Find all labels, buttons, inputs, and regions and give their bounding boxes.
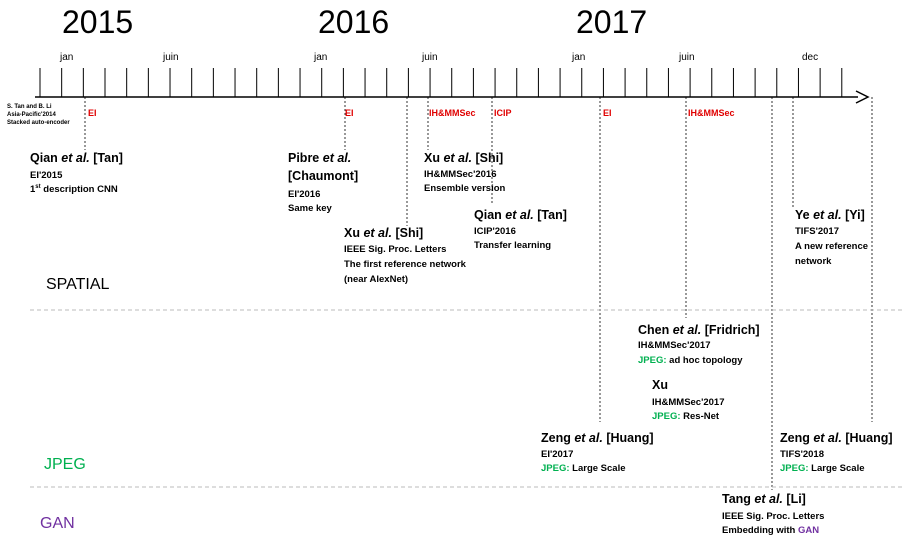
- section-label: SPATIAL: [46, 276, 110, 293]
- entry-detail: The first reference network: [344, 259, 467, 270]
- section-label: JPEG: [44, 456, 86, 473]
- month: juin: [678, 52, 695, 63]
- entry-detail: IH&MMSec'2017: [652, 397, 724, 408]
- month: jan: [59, 52, 73, 63]
- entry-detail: EI'2017: [541, 449, 573, 460]
- year: 2017: [576, 4, 647, 40]
- year: 2016: [318, 4, 389, 40]
- entry-detail: IH&MMSec'2016: [424, 169, 496, 180]
- entry-title: Pibre et al.: [288, 151, 351, 165]
- month: jan: [313, 52, 327, 63]
- note: Asia-Pacific'2014: [7, 112, 56, 118]
- month-ticks: [39, 68, 843, 97]
- conference: EI: [88, 108, 97, 118]
- section-label: GAN: [40, 515, 75, 532]
- entry-title: Xu: [652, 378, 668, 392]
- entry-title: Qian et al. [Tan]: [474, 208, 567, 222]
- entry-detail: EI'2015: [30, 170, 63, 181]
- entry-detail: network: [795, 256, 832, 267]
- note: S. Tan and B. Li: [7, 104, 52, 110]
- entry-title: Zeng et al. [Huang]: [780, 431, 893, 445]
- entry-detail: IEEE Sig. Proc. Letters: [722, 511, 824, 522]
- month: juin: [421, 52, 438, 63]
- entry-detail: IEEE Sig. Proc. Letters: [344, 244, 446, 255]
- entry-detail: 1st description CNN: [30, 184, 118, 195]
- entry-detail: JPEG: Large Scale: [780, 463, 865, 474]
- entry-detail: IH&MMSec'2017: [638, 340, 710, 351]
- conference: IH&MMSec: [429, 108, 476, 118]
- entry-detail: Transfer learning: [474, 240, 551, 251]
- conference: EI: [603, 108, 612, 118]
- entry-detail: TIFS'2018: [780, 449, 824, 460]
- entry-detail: JPEG: Res-Net: [652, 411, 720, 422]
- entry-title: Xu et al. [Shi]: [344, 226, 423, 240]
- entry-detail: Ensemble version: [424, 183, 506, 194]
- axis-arrow: [855, 90, 870, 104]
- month: dec: [802, 52, 818, 63]
- entry-detail: TIFS'2017: [795, 226, 839, 237]
- entry-detail: Same key: [288, 203, 333, 214]
- entry-title: Zeng et al. [Huang]: [541, 431, 654, 445]
- conference: ICIP: [494, 108, 512, 118]
- conference: EI: [345, 108, 354, 118]
- entry-detail: JPEG: ad hoc topology: [638, 355, 743, 366]
- note: Stacked auto-encoder: [7, 120, 70, 126]
- entry-title: Qian et al. [Tan]: [30, 151, 123, 165]
- entry-detail: (near AlexNet): [344, 274, 408, 285]
- entry-detail: ICIP'2016: [474, 226, 516, 237]
- entry-detail: JPEG: Large Scale: [541, 463, 626, 474]
- entry-detail: A new reference: [795, 241, 868, 252]
- entry-title: Tang et al. [Li]: [722, 492, 806, 506]
- entry-title: Ye et al. [Yi]: [795, 208, 865, 222]
- entry-title: [Chaumont]: [288, 169, 358, 183]
- entry-title: Xu et al. [Shi]: [424, 151, 503, 165]
- entry-detail: Embedding with GAN: [722, 525, 819, 536]
- month: jan: [571, 52, 585, 63]
- entry-detail: EI'2016: [288, 189, 320, 200]
- conference: IH&MMSec: [688, 108, 735, 118]
- entry-title: Chen et al. [Fridrich]: [638, 323, 760, 337]
- month: juin: [162, 52, 179, 63]
- year: 2015: [62, 4, 133, 40]
- connectors: [84, 97, 873, 490]
